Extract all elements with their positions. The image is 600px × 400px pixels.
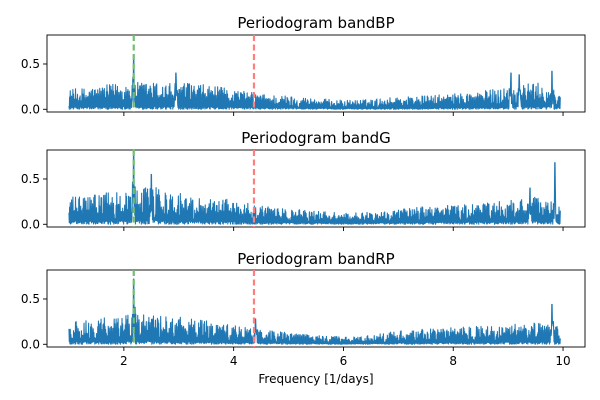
plot-area [68,270,561,347]
chart-title: Periodogram bandG [241,129,391,147]
y-tick-label: 0.5 [21,172,40,186]
y-tick-label: 0.5 [21,292,40,306]
plot-frame [46,269,586,348]
x-tick-label: 6 [340,354,348,368]
plot-area [68,35,561,112]
panel-bandBP: Periodogram bandBP 0.0 0.5 [21,14,586,116]
y-axis: 0.0 0.5 [21,57,47,116]
x-axis [123,112,564,116]
x-tick-label: 8 [449,354,457,368]
x-tick-label: 4 [230,354,238,368]
plot-area [68,149,561,227]
y-axis: 0.0 0.5 [21,292,47,351]
panel-bandG: Periodogram bandG 0.0 0.5 [21,129,586,231]
chart-title: Periodogram bandBP [237,14,394,32]
y-tick-label: 0.0 [21,102,40,116]
periodogram-line [68,54,561,110]
x-axis-label: Frequency [1/days] [258,372,373,386]
periodogram-line [68,278,561,345]
x-tick-label: 2 [120,354,128,368]
y-tick-label: 0.0 [21,217,40,231]
periodogram-line [68,149,561,225]
x-axis [123,227,564,231]
plot-frame [46,149,586,228]
x-tick-label: 10 [555,354,570,368]
plot-frame [46,34,586,113]
panel-bandRP: Periodogram bandRP 0.0 0.5 2 4 6 8 10 [21,250,586,368]
y-axis: 0.0 0.5 [21,172,47,231]
x-axis: 2 4 6 8 10 [120,347,571,368]
y-tick-label: 0.5 [21,57,40,71]
chart-title: Periodogram bandRP [237,250,394,268]
y-tick-label: 0.0 [21,337,40,351]
